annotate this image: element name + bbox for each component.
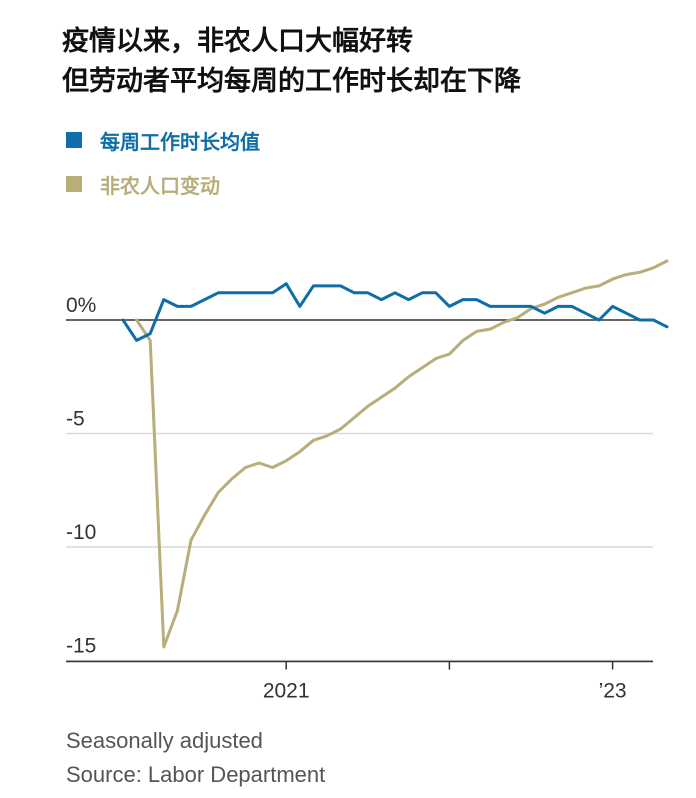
- legend-label-hours: 每周工作时长均值: [100, 129, 260, 154]
- legend-label-payroll: 非农人口变动: [100, 173, 220, 198]
- series-line-payroll: [135, 259, 669, 649]
- note-source: Source: Labor Department: [66, 762, 326, 787]
- legend-item-hours: 每周工作时长均值: [66, 118, 260, 162]
- y-tick-label-3: -15: [66, 635, 96, 658]
- y-tick-label-0: 0%: [66, 294, 96, 317]
- legend-swatch-hours: [66, 132, 82, 148]
- y-tick-label-1: -5: [66, 408, 85, 431]
- y-tick-label-2: -10: [66, 521, 96, 544]
- x-tick-label-0: 2021: [263, 680, 310, 703]
- series-line-hours: [121, 282, 669, 342]
- legend: 每周工作时长均值 非农人口变动: [66, 118, 260, 206]
- note-seasonally-adjusted: Seasonally adjusted: [66, 728, 263, 753]
- title-line-1: 疫情以来，非农人口大幅好转: [62, 26, 413, 57]
- legend-swatch-payroll: [66, 176, 82, 192]
- chart-title: 疫情以来，非农人口大幅好转 但劳动者平均每周的工作时长却在下降: [62, 22, 521, 102]
- title-line-2: 但劳动者平均每周的工作时长却在下降: [62, 66, 521, 97]
- legend-item-payroll: 非农人口变动: [66, 162, 260, 206]
- x-tick-label-1: ’23: [599, 680, 627, 703]
